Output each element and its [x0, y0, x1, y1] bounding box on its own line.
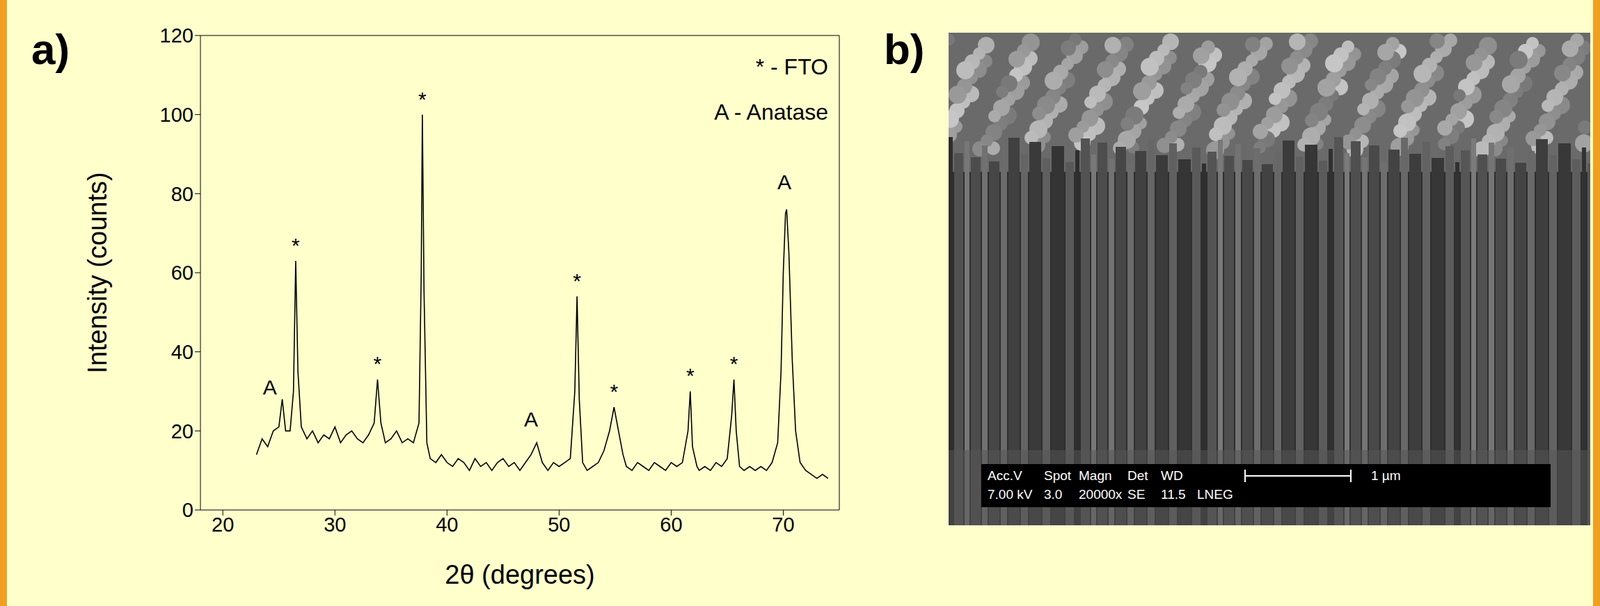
svg-text:40: 40: [171, 341, 194, 364]
html-text:b): b): [883, 25, 925, 74]
svg-text:60: 60: [659, 513, 683, 536]
svg-text:*: *: [291, 233, 300, 257]
svg-text:*: *: [609, 379, 619, 403]
html-text:20000x SE: 20000x SE: [1078, 487, 1146, 502]
svg-text:120: 120: [160, 24, 194, 47]
html-text:11.5: 11.5: [1160, 487, 1186, 502]
svg-text:A: A: [524, 407, 538, 431]
svg-text:70: 70: [771, 513, 795, 536]
svg-text:*: *: [686, 363, 695, 387]
svg-text:50: 50: [547, 513, 570, 536]
svg-text:*: *: [418, 87, 427, 111]
html-text:Magn: Magn: [1078, 468, 1112, 483]
svg-text:Intensity (counts): Intensity (counts): [82, 171, 113, 374]
svg-text:A: A: [777, 170, 792, 194]
html-text:Acc.V: Acc.V: [987, 468, 1023, 483]
svg-text:80: 80: [171, 183, 194, 206]
svg-text:100: 100: [160, 103, 194, 126]
svg-text:A: A: [263, 375, 277, 399]
svg-text:60: 60: [171, 261, 194, 284]
svg-text:30: 30: [323, 513, 346, 536]
html-text:* - FTO: * - FTO: [755, 54, 829, 80]
svg-text:*: *: [572, 269, 582, 293]
html-text:Spot: Spot: [1043, 468, 1072, 483]
svg-text:20: 20: [171, 420, 194, 443]
svg-text:2θ (degrees): 2θ (degrees): [444, 560, 595, 590]
html-text:A - Anatase: A - Anatase: [714, 99, 829, 125]
html-text:1 µm: 1 µm: [1371, 468, 1401, 483]
svg-text:*: *: [373, 352, 383, 376]
svg-text:40: 40: [435, 513, 458, 536]
html-text:LNEG: LNEG: [1197, 487, 1234, 502]
svg-text:*: *: [730, 352, 739, 376]
html-text:3.0: 3.0: [1043, 487, 1063, 502]
html-text:7.00 kV: 7.00 kV: [987, 487, 1033, 502]
svg-text:20: 20: [211, 513, 234, 536]
svg-text:0: 0: [182, 498, 194, 522]
html-text:a): a): [31, 25, 70, 74]
html-text:WD: WD: [1160, 468, 1183, 483]
html-text:Det: Det: [1127, 468, 1149, 483]
